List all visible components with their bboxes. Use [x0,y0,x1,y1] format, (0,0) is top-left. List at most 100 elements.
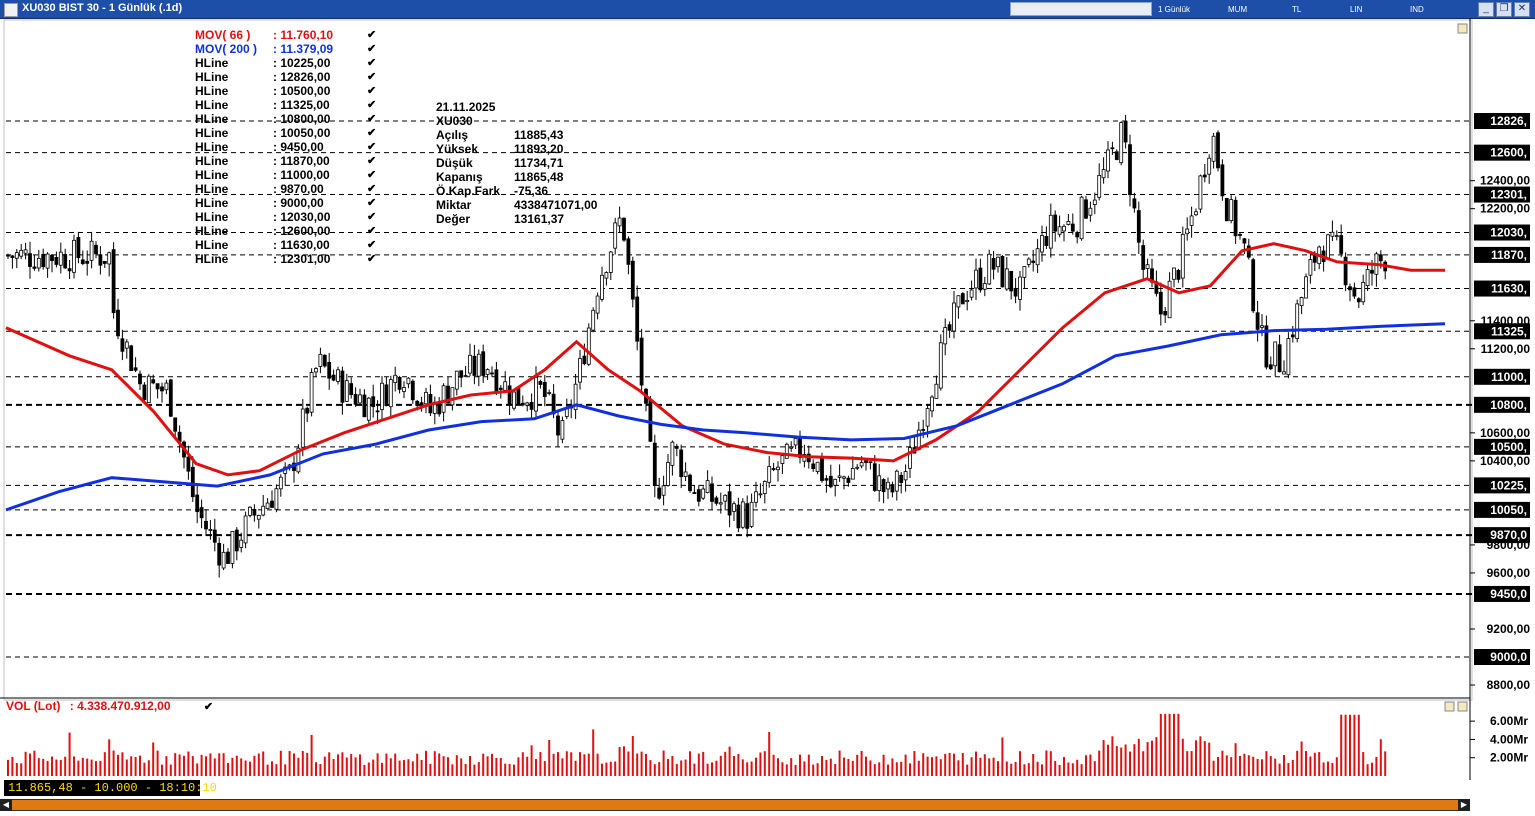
candle-body [974,269,978,289]
ma66-line[interactable] [5,242,1445,477]
currency-selector[interactable]: TL [1292,4,1302,14]
candle-body [1189,215,1194,226]
candle-body [890,484,895,493]
legend-row-hline[interactable]: HLine: 9870,00 ✔ [195,182,379,196]
check-icon[interactable]: ✔ [367,85,377,97]
check-icon[interactable]: ✔ [367,71,377,83]
price-chart[interactable]: 8800,009200,009600,009800,0010400,001060… [0,18,1535,780]
legend-row-hline[interactable]: HLine: 10500,00 ✔ [195,84,379,98]
check-icon[interactable]: ✔ [367,239,377,251]
info-rows: Açılış 11885,43 Yüksek 11893,20 Düşük 11734,7… [436,128,597,226]
candle-body [234,529,239,552]
legend-row-hline[interactable]: HLine: 12826,00 ✔ [195,70,379,84]
legend-hline-value: : 12600,00 [273,224,331,238]
candle-body [327,362,332,379]
candle-body [758,493,763,496]
legend-hline-value: : 9450,00 [273,140,324,154]
legend-row-hline[interactable]: HLine: 10050,00 ✔ [195,126,379,140]
candle-body [1211,135,1216,162]
panel-menu-icon[interactable] [1457,23,1468,34]
legend-row-hline[interactable]: HLine: 10225,00 ✔ [195,56,379,70]
candle-body [1128,144,1132,196]
legend-mov200-value: : 11.379,09 [273,42,334,56]
candle-body [28,253,32,267]
check-icon[interactable]: ✔ [367,155,377,167]
candle-body [850,467,855,480]
check-icon[interactable]: ✔ [367,183,377,195]
candle-body [1220,164,1225,197]
hline-price-tag [1474,246,1530,263]
candle-body [657,487,662,499]
legend-row-hline[interactable]: HLine: 11000,00 ✔ [195,168,379,182]
legend-row-hline[interactable]: HLine: 12600,00 ✔ [195,224,379,238]
legend-row-hline[interactable]: HLine: 12301,00 ✔ [195,252,379,266]
hline-price-tag [1474,501,1530,518]
candle-body [41,253,46,268]
close-button[interactable]: ✕ [1514,2,1530,17]
legend-row-hline[interactable]: HLine: 11630,00 ✔ [195,238,379,252]
check-icon[interactable]: ✔ [367,57,377,69]
candle-body [652,442,657,486]
candle-body [1198,175,1203,210]
check-icon[interactable]: ✔ [367,141,377,153]
hline-price-tag-label: 10050, [1490,503,1527,517]
candle-body [1242,238,1247,244]
hline-price-tag [1474,396,1530,413]
legend-hline-label: HLine [195,182,229,196]
scrollbar-thumb[interactable] [12,800,1458,810]
minimize-button[interactable]: _ [1478,2,1494,17]
legend-row-hline[interactable]: HLine: 11870,00 ✔ [195,154,379,168]
check-icon[interactable]: ✔ [203,701,214,713]
check-icon[interactable]: ✔ [367,253,377,265]
scale-selector[interactable]: LIN [1350,4,1363,14]
check-icon[interactable]: ✔ [367,99,377,111]
vol-tick-label: 6.00Mr [1490,714,1528,728]
y-tick-label: 10400,00 [1480,454,1530,468]
candle-body [586,327,591,365]
candle-body [217,542,222,566]
candle-body [1132,198,1137,209]
scroll-left-arrow-icon[interactable]: ◀ [0,799,12,811]
candle-body [199,507,204,519]
y-tick-label: 11200,00 [1481,342,1531,356]
toolbar-icon-strip[interactable] [1010,2,1152,16]
check-icon[interactable]: ✔ [367,197,377,209]
scroll-right-arrow-icon[interactable]: ▶ [1458,799,1470,811]
check-icon[interactable]: ✔ [367,43,377,55]
candle-body [67,268,72,272]
legend-hline-label: HLine [195,70,229,84]
check-icon[interactable]: ✔ [367,169,377,181]
period-selector[interactable]: 1 Günlük [1158,4,1191,14]
chart-type-selector[interactable]: MUM [1228,4,1248,14]
candle-body [696,489,701,502]
check-icon[interactable]: ✔ [367,225,377,237]
check-icon[interactable]: ✔ [367,127,377,139]
legend-row-hline[interactable]: HLine: 12030,00 ✔ [195,210,379,224]
check-icon[interactable]: ✔ [367,29,377,41]
candle-body [1119,122,1124,164]
legend-row-mov200[interactable]: MOV( 200 ) : 11.379,09 ✔ [195,42,379,56]
candle-body [226,551,230,564]
panel-menu-icon[interactable] [1444,701,1455,712]
restore-button[interactable]: ❐ [1496,2,1512,17]
indicator-selector[interactable]: IND [1410,4,1424,14]
candle-body [1260,325,1264,328]
legend-hline-label: HLine [195,140,229,154]
legend-row-hline[interactable]: HLine : 9450,00 ✔ [195,140,379,154]
legend-row-hline[interactable]: HLine: 10800,00 ✔ [195,112,379,126]
panel-menu-icon[interactable] [1457,701,1468,712]
legend-row-hline[interactable]: HLine: 11325,00 ✔ [195,98,379,112]
legend-hline-value: : 11870,00 [273,154,330,168]
time-scrollbar[interactable]: ◀ ▶ [0,799,1470,811]
legend-hline-value: : 11630,00 [273,238,330,252]
toolbar-icons[interactable] [1010,2,1152,16]
candle-body [547,392,552,394]
hline-price-tag [1474,649,1530,665]
check-icon[interactable]: ✔ [367,211,377,223]
legend-row-mov66[interactable]: MOV( 66 ) : 11.760,10 ✔ [195,28,379,42]
check-icon[interactable]: ✔ [367,113,377,125]
volume-legend: VOL (Lot) : 4.338.470.912,00 ✔ [6,699,213,713]
ma200-line[interactable] [5,322,1446,512]
legend-row-hline[interactable]: HLine: 9000,00 ✔ [195,196,379,210]
legend-hline-value: : 12030,00 [273,210,331,224]
